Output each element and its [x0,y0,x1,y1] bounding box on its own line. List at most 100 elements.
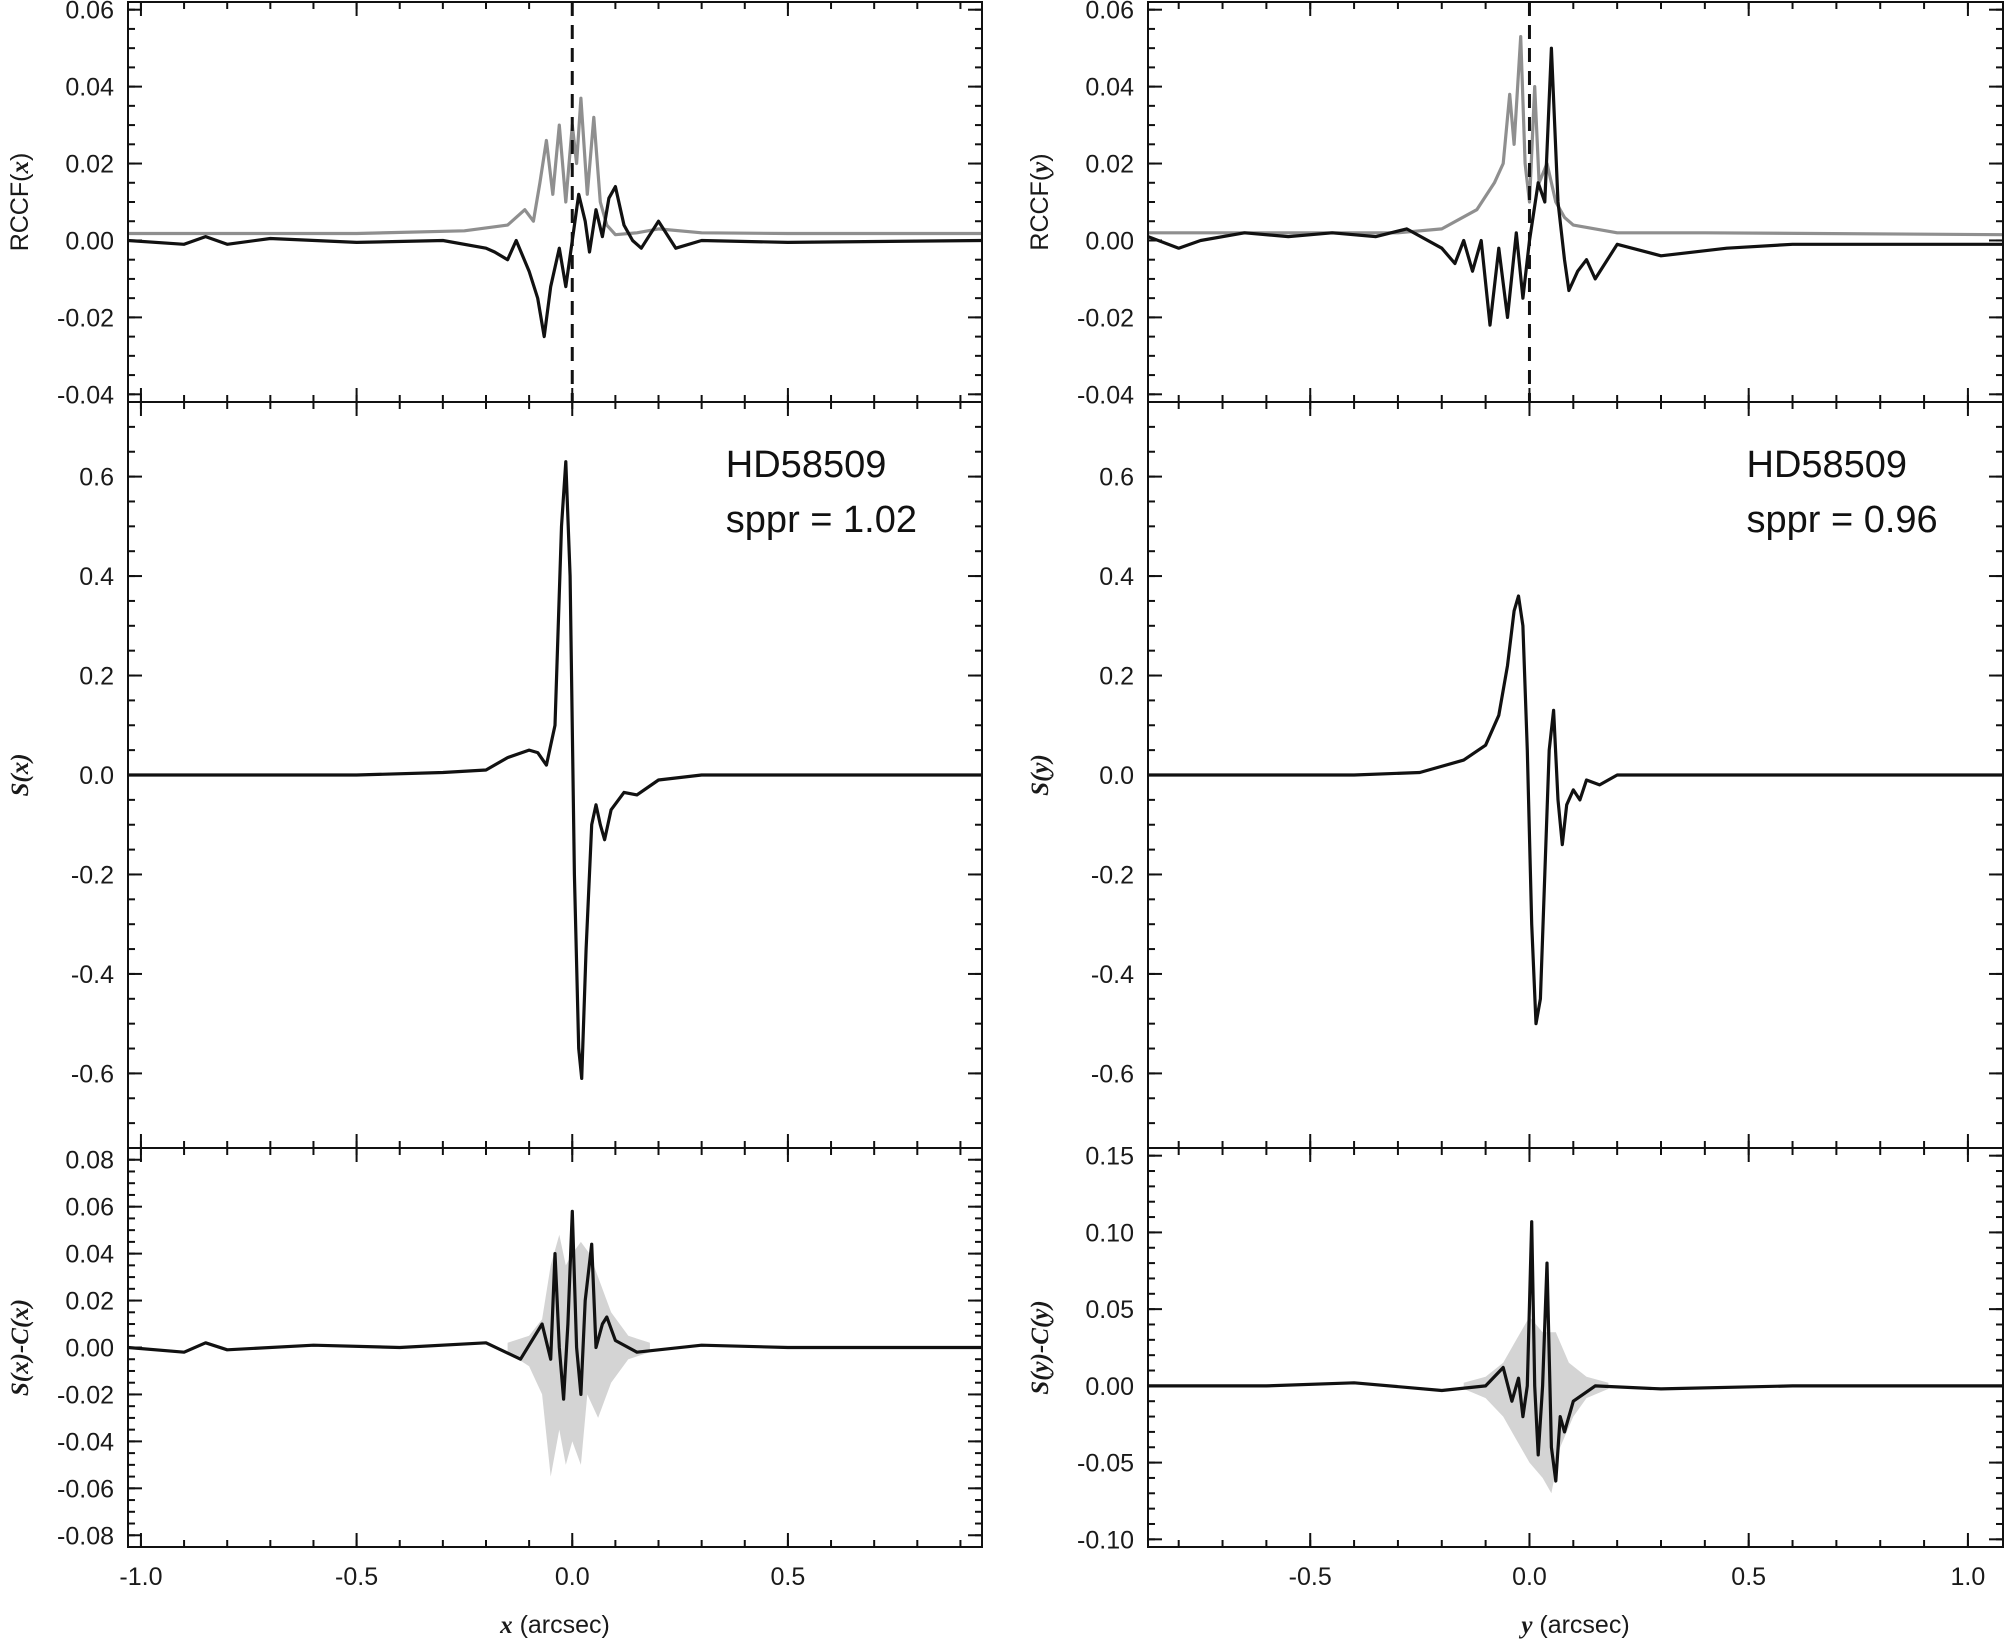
chart-left: -0.04-0.020.000.020.040.06RCCF(x)-0.6-0.… [6,0,983,1639]
plot-area [128,1209,982,1477]
y-tick-label: -0.02 [57,304,114,332]
panel-right-resid: -0.10 -0.05 0.00 0.05 0.10 0.15 S(y)-C(y) [1027,1143,2004,1554]
y-label-prefix: RCCF( [6,173,34,251]
panel-frame [1147,1147,2004,1548]
y-tick-label: -0.06 [57,1475,114,1503]
y-tick-label: 0.02 [65,151,114,179]
y-tick-label: 0.04 [65,74,114,102]
series-black-curve [1148,594,2003,1026]
panel-right-s: -0.6 -0.4 -0.2 0.0 0.2 0.4 0.6 S(y) HD58509 sppr … [1027,401,2004,1149]
panel-left-resid: -0.08 -0.06 -0.04 -0.02 0.00 0.02 0.04 0.06 0.08… [7,1147,983,1550]
panel-right-rccf: -0.04 -0.02 0.00 0.02 0.04 0.06 RCCF(y) [1026,0,2004,409]
x-label-unit: (arcsec) [1539,1611,1629,1639]
y-tick-label: 0.04 [1085,74,1134,102]
y-label-variable: S(x) [7,753,34,796]
y-tick-label: 0.00 [1085,1373,1134,1401]
y-tick-label: 0.4 [79,563,114,591]
panel-left-s: -0.6 -0.4 -0.2 0.0 0.2 0.4 0.6 S(x) HD58509 sppr … [7,401,983,1149]
y-tick-label: 0.02 [1085,151,1134,179]
star-name-label: HD58509 [726,444,887,486]
x-tick-label: 0.0 [1512,1563,1547,1591]
y-tick-label: 0.04 [65,1241,114,1269]
y-tick-label: 0.2 [79,663,114,691]
star-name-label: HD58509 [1747,444,1908,486]
y-tick-label: -0.4 [1091,961,1134,989]
y-axis-label: RCCF(y) [1026,153,1054,250]
y-tick-label: -0.6 [1091,1060,1134,1088]
y-tick-label: -0.2 [71,861,114,889]
y-tick-label: -0.10 [1077,1526,1134,1554]
series-black-curve [1148,46,2003,327]
x-tick-label: -0.5 [335,1563,378,1591]
y-tick-label: 0.0 [79,762,114,790]
y-tick-label: 0.0 [1099,762,1134,790]
x-label-unit: (arcsec) [520,1611,610,1639]
plot-area [1148,1220,2003,1494]
y-tick-label: -0.6 [71,1060,114,1088]
y-tick-label: 0.00 [65,227,114,255]
x-axis-label: y (arcsec) [1518,1611,1629,1639]
plot-area [128,460,982,1080]
y-tick-label: -0.08 [57,1522,114,1550]
y-tick-label: -0.02 [1077,304,1134,332]
y-label-variable: y [1027,161,1054,176]
x-tick-label: 0.0 [555,1563,590,1591]
y-tick-label: -0.02 [57,1381,114,1409]
series-gray-curve [1148,35,2003,237]
y-tick-label: 0.00 [1085,227,1134,255]
y-tick-label: 0.06 [1085,0,1134,25]
y-axis-label: S(y) [1027,754,1054,796]
y-tick-label: 0.10 [1085,1219,1134,1247]
x-tick-label: -1.0 [119,1563,162,1591]
y-tick-label: 0.4 [1099,563,1134,591]
y-tick-label: 0.02 [65,1288,114,1316]
y-tick-label: -0.04 [1077,381,1134,409]
y-tick-label: 0.6 [79,464,114,492]
y-label-variable: S(y)-C(y) [1027,1300,1054,1394]
y-tick-label: 0.05 [1085,1296,1134,1324]
series-black-curve [128,185,982,339]
y-tick-label: 0.06 [65,0,114,25]
y-tick-label: -0.2 [1091,861,1134,889]
y-label-suffix: ) [6,153,34,161]
x-label-variable: y [1518,1612,1533,1639]
y-label-suffix: ) [1026,153,1054,161]
y-tick-label: 0.00 [65,1335,114,1363]
x-label-space [1532,1611,1539,1639]
y-label-variable: x [7,161,34,175]
plot-area [1148,2,2003,402]
y-axis-label: S(y)-C(y) [1027,1300,1054,1394]
y-tick-label: -0.04 [57,1428,114,1456]
series-black-curve [128,1209,982,1401]
series-black-curve [128,460,982,1080]
series-gray-curve [128,96,982,237]
panel-frame [127,1,983,403]
y-label-prefix: RCCF( [1026,172,1054,250]
y-label-variable: S(y) [1027,754,1054,796]
x-tick-label: 0.5 [1731,1563,1766,1591]
x-tick-label: 1.0 [1951,1563,1986,1591]
panel-frame [1147,1,2004,403]
sppr-label: sppr = 0.96 [1747,499,1938,541]
y-axis-label: S(x)-C(x) [7,1299,34,1396]
y-tick-label: 0.15 [1085,1143,1134,1171]
y-tick-label: 0.06 [65,1194,114,1222]
y-tick-label: -0.04 [57,381,114,409]
x-tick-label: 0.5 [771,1563,806,1591]
sppr-label: sppr = 1.02 [726,499,917,541]
y-tick-label: 0.08 [65,1147,114,1175]
y-label-variable: S(x)-C(x) [7,1299,34,1396]
chart-right: -0.04-0.020.000.020.040.06RCCF(y)-0.6-0.… [1026,0,2004,1639]
y-tick-label: -0.05 [1077,1450,1134,1478]
y-axis-label: RCCF(x) [6,153,34,252]
y-tick-label: -0.4 [71,961,114,989]
y-tick-label: 0.6 [1099,464,1134,492]
plot-area [1148,594,2003,1026]
x-label-space [513,1611,520,1639]
x-tick-label: -0.5 [1289,1563,1332,1591]
panel-left-rccf: -0.04 -0.02 0.00 0.02 0.04 0.06 RCCF(x) [6,0,983,409]
x-axis-label: x (arcsec) [499,1611,610,1639]
x-label-variable: x [499,1612,513,1639]
series-black-curve [1148,1220,2003,1483]
